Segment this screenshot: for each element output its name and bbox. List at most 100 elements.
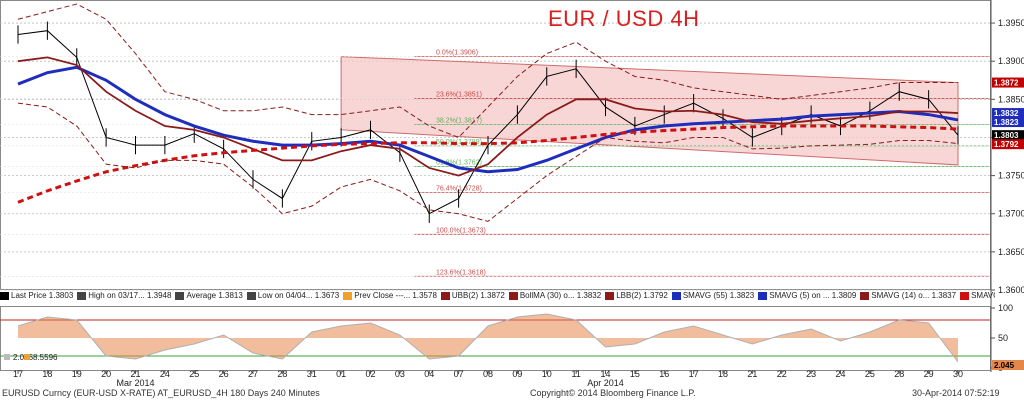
osc-badge: [992, 360, 1024, 370]
legend-item: Average 1.3813: [175, 291, 243, 300]
x-tick-label: 17: [689, 369, 699, 379]
month-label: Mar 2014: [116, 378, 154, 388]
price-tick-label: 1.3650: [998, 247, 1024, 257]
legend-text: Low on 04/04... 1.3673: [257, 291, 340, 300]
legend-item: UBB(2) 1.3872: [440, 291, 505, 300]
legend-item: LBB(2) 1.3792: [605, 291, 668, 300]
x-tick-label: 24: [835, 369, 845, 379]
fib-level-label: 0.0%(1.3906): [436, 50, 478, 57]
legend-item: Prev Close ---... 1.3578: [343, 291, 437, 300]
legend-text: Average 1.3813: [186, 291, 243, 300]
x-tick-label: 26: [219, 369, 229, 379]
legend-item: Last Price 1.3803: [0, 291, 73, 300]
legend-item: SMAVG (200) ... 1.3811: [960, 291, 995, 300]
legend-text: UBB(2) 1.3872: [451, 291, 505, 300]
fib-level-label: 38.2%(1.3817): [436, 118, 482, 125]
series-line-smavg-55: [17, 65, 959, 174]
legend-swatch: [343, 291, 353, 300]
osc-badge-label: 2.045: [994, 361, 1015, 370]
x-tick-label: 21: [130, 369, 140, 379]
x-tick-label: 28: [277, 369, 287, 379]
x-tick-label: 29: [924, 369, 934, 379]
x-tick-label: 10: [542, 369, 552, 379]
x-tick-label: 23: [806, 369, 816, 379]
x-tick-label: 04: [424, 369, 434, 379]
x-tick-label: 08: [483, 369, 493, 379]
footer-timestamp: 30-Apr-2014 07:52:19: [912, 388, 1000, 398]
osc-readout-swatch: [24, 354, 30, 360]
legend-item: High on 03/17... 1.3948: [77, 291, 171, 300]
legend-text: SMAVG (55) 1.3823: [682, 291, 755, 300]
x-tick-label: 22: [777, 369, 787, 379]
fib-level-label: 61.8%(1.3762): [436, 159, 482, 166]
x-tick-label: 25: [865, 369, 875, 379]
legend-text: SMAVG (200) ... 1.3811: [971, 291, 995, 300]
price-badge: [992, 117, 1024, 128]
x-tick-label: 18: [718, 369, 728, 379]
footer-security: EURUSD Curncy (EUR-USD X-RATE) AT_EURUSD…: [2, 388, 320, 398]
legend: Last Price 1.3803 High on 03/17... 1.3948…: [0, 291, 995, 305]
legend-swatch: [246, 291, 256, 300]
price-tick-label: 1.3850: [998, 94, 1024, 104]
legend-item: BollMA (30) o... 1.3832: [508, 291, 601, 300]
fib-level-label: 100.0%(1.3673): [436, 227, 486, 234]
x-tick-label: 27: [248, 369, 258, 379]
price-tick-label: 1.3600: [998, 285, 1024, 295]
fib-level-label: 50.0%(1.3789): [436, 139, 482, 146]
x-tick-label: 18: [42, 369, 52, 379]
price-badge-label: 1.3803: [994, 131, 1019, 140]
x-tick-label: 11: [571, 369, 580, 379]
legend-text: SMAVG (5) on ... 1.3809: [769, 291, 857, 300]
x-tick-label: 07: [454, 369, 464, 379]
osc-line: [17, 313, 959, 363]
legend-swatch: [440, 291, 450, 300]
fib-level-label: 76.4%(1.3728): [436, 185, 482, 192]
legend-swatch: [77, 291, 87, 300]
osc-tick-label: 100: [998, 303, 1013, 313]
x-tick-label: 31: [307, 369, 317, 379]
price-tick-label: 1.3900: [998, 56, 1024, 66]
legend-item: SMAVG (14) o... 1.3837: [860, 291, 956, 300]
legend-swatch: [508, 291, 518, 300]
x-tick-label: 30: [953, 369, 963, 379]
x-tick-label: 02: [365, 369, 375, 379]
x-tick-label: 17: [13, 369, 23, 379]
x-tick-label: 25: [189, 369, 199, 379]
series-line-ubb-2: [17, 3, 958, 139]
x-tick-label: 01: [336, 369, 346, 379]
price-badge-label: 1.3832: [994, 109, 1019, 118]
x-tick-label: 20: [101, 369, 111, 379]
price-badge-label: 1.3872: [994, 79, 1019, 88]
price-badge: [992, 139, 1024, 150]
x-tick-label: 16: [659, 369, 669, 379]
legend-text: SMAVG (14) o... 1.3837: [871, 291, 957, 300]
legend-item: SMAVG (55) 1.3823: [671, 291, 755, 300]
legend-text: Prev Close ---... 1.3578: [354, 291, 437, 300]
x-tick-label: 21: [747, 369, 757, 379]
chart-title: EUR / USD 4H: [548, 6, 700, 31]
x-tick-label: 09: [512, 369, 522, 379]
legend-swatch: [605, 291, 615, 300]
osc-area: [18, 314, 958, 362]
legend-swatch: [0, 291, 9, 300]
osc-readout-swatch: [4, 354, 10, 360]
legend-swatch: [758, 291, 768, 300]
price-tick-label: 1.3950: [998, 18, 1024, 28]
legend-text: Last Price 1.3803: [11, 291, 74, 300]
x-tick-label: 24: [160, 369, 170, 379]
osc-tick-label: 50: [998, 333, 1008, 343]
x-tick-label: 19: [72, 369, 82, 379]
x-tick-label: 14: [600, 369, 610, 379]
price-badge-label: 1.3823: [994, 118, 1019, 127]
fib-level-label: 23.6%(1.3851): [436, 92, 482, 99]
month-label: Apr 2014: [587, 378, 624, 388]
legend-swatch: [960, 291, 970, 300]
series-line-smavg-200: [17, 124, 959, 204]
series-line-lbb-2: [17, 102, 959, 222]
legend-swatch: [671, 291, 681, 300]
legend-item: SMAVG (5) on ... 1.3809: [758, 291, 856, 300]
osc-readout-label: 8.5596: [33, 353, 58, 362]
price-badge: [992, 77, 1024, 88]
